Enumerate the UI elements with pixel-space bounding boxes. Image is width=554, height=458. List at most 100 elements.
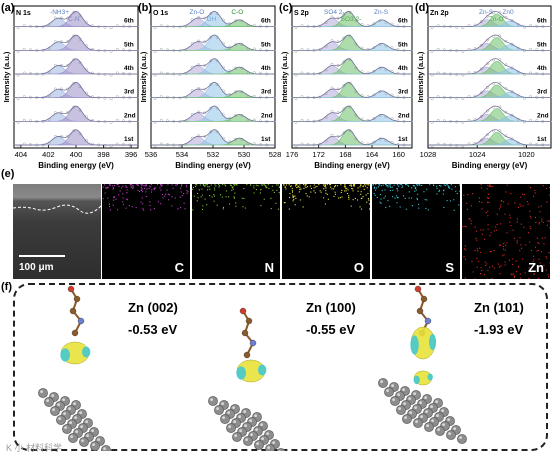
- data-point: [221, 89, 225, 93]
- data-point: [336, 134, 340, 138]
- charge-depletion: [60, 348, 71, 362]
- data-point: [455, 96, 459, 100]
- data-point: [252, 118, 256, 122]
- zn-atom: [243, 436, 253, 446]
- data-point: [159, 71, 163, 75]
- data-point: [22, 95, 26, 99]
- facet-101-label: Zn (101): [474, 300, 524, 315]
- zn-atom-highlight: [57, 403, 60, 406]
- data-point: [246, 23, 250, 27]
- zn-atom-highlight: [424, 396, 427, 399]
- zn-atom-highlight: [92, 443, 95, 446]
- data-point: [294, 97, 298, 101]
- data-point: [430, 49, 434, 53]
- data-point: [240, 43, 244, 46]
- data-point: [246, 118, 250, 122]
- zn-atom: [68, 433, 78, 443]
- data-point: [178, 73, 182, 76]
- zn-atom-highlight: [437, 428, 440, 431]
- data-point: [41, 49, 45, 52]
- data-point: [159, 118, 163, 122]
- data-point: [324, 92, 328, 96]
- data-point: [342, 131, 346, 135]
- data-point: [523, 73, 526, 77]
- molecule-002: [67, 285, 85, 337]
- data-point: [436, 24, 440, 28]
- data-point: [396, 142, 400, 146]
- data-point: [91, 142, 94, 146]
- data-point: [535, 48, 539, 52]
- data-point: [178, 143, 182, 147]
- data-point: [312, 96, 316, 100]
- zn-atom: [50, 406, 60, 416]
- zn-atom-highlight: [386, 389, 389, 392]
- data-point: [430, 26, 434, 30]
- data-point: [449, 143, 452, 147]
- data-point: [324, 44, 328, 48]
- fit-envelope: [428, 81, 551, 99]
- data-point: [430, 144, 434, 148]
- data-point: [442, 119, 446, 123]
- cycle-label: 5th: [537, 41, 547, 48]
- x-tick-label: 1028: [420, 150, 437, 159]
- data-point: [122, 95, 125, 99]
- data-point: [467, 47, 471, 51]
- data-point: [209, 35, 213, 39]
- component-label: SO4 2-: [324, 9, 345, 16]
- zn-atom-highlight: [216, 407, 220, 410]
- facet-101-energy: -1.93 eV: [474, 322, 524, 337]
- data-point: [541, 119, 545, 123]
- data-point: [402, 72, 406, 76]
- zn-atom: [56, 415, 66, 425]
- zn-atom-highlight: [414, 406, 417, 409]
- cycle-label: 3rd: [398, 89, 408, 96]
- data-point: [336, 16, 340, 20]
- fit-envelope: [14, 129, 138, 146]
- data-point: [91, 48, 94, 51]
- y-axis-label: Intensity (a.u.): [416, 51, 425, 102]
- data-point: [203, 111, 207, 115]
- data-point: [84, 138, 88, 142]
- data-point: [498, 129, 502, 133]
- fit-envelope: [428, 58, 551, 75]
- data-point: [22, 47, 26, 51]
- data-point: [265, 119, 269, 123]
- xps-panel-2: O 1sZn-OOHC-O6th5th4th3rd2nd1st536534532…: [139, 5, 281, 170]
- data-point: [66, 16, 70, 20]
- zn-atom: [90, 441, 100, 451]
- data-point: [190, 113, 194, 116]
- zn-atom-highlight: [81, 439, 84, 442]
- data-point: [396, 24, 400, 28]
- zn-atom-highlight: [69, 421, 72, 424]
- x-tick-label: 160: [392, 150, 405, 159]
- data-point: [348, 58, 352, 61]
- data-point: [221, 65, 225, 69]
- data-point: [516, 94, 520, 98]
- zn-atom-highlight: [239, 429, 243, 432]
- data-point: [215, 130, 219, 134]
- zn-atom-highlight: [266, 432, 269, 435]
- data-point: [378, 137, 382, 141]
- data-point: [492, 11, 495, 15]
- fit-envelope: [292, 10, 412, 28]
- atom: [67, 285, 75, 293]
- zn-slab-101: [378, 378, 467, 444]
- zn-atom-highlight: [85, 420, 88, 423]
- data-point: [318, 48, 322, 52]
- charge-density-101-lower: [413, 370, 433, 386]
- data-point: [324, 21, 328, 24]
- zn-atom: [390, 396, 400, 406]
- data-point: [184, 95, 188, 99]
- data-point: [16, 144, 20, 148]
- data-point: [390, 69, 394, 73]
- data-point: [455, 73, 459, 76]
- data-point: [53, 40, 57, 44]
- data-point: [190, 65, 194, 69]
- data-point: [29, 143, 32, 146]
- data-point: [252, 23, 256, 27]
- scale-bar: [19, 255, 65, 257]
- data-point: [265, 48, 269, 52]
- data-point: [486, 38, 489, 42]
- data-point: [449, 96, 452, 100]
- data-point: [479, 115, 483, 118]
